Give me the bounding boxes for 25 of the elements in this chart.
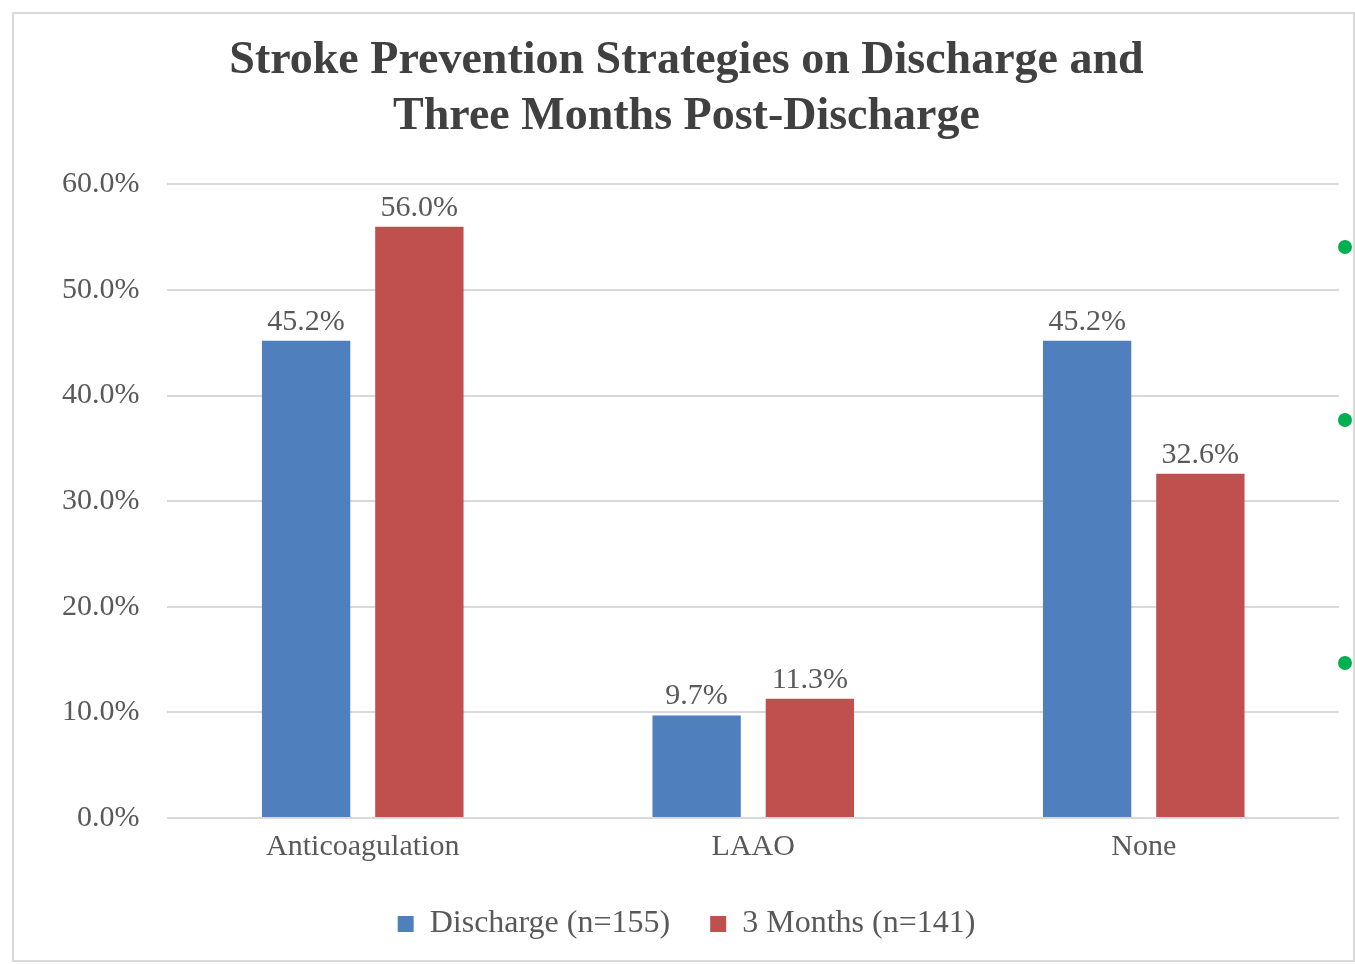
bar <box>1156 473 1245 817</box>
chart-title: Stroke Prevention Strategies on Discharge and Three Months Post-Discharge <box>229 32 1145 139</box>
bar <box>652 715 741 817</box>
y-tick-label: 50.0% <box>61 270 140 304</box>
legend-label: 3 Months (n=141) <box>742 903 976 940</box>
data-label: 45.2% <box>1048 302 1126 336</box>
legend-label: Discharge (n=155) <box>429 903 671 940</box>
y-tick-label: 0.0% <box>76 798 140 832</box>
data-label: 56.0% <box>380 188 459 222</box>
bar <box>375 226 464 817</box>
y-tick-label: 20.0% <box>61 587 140 621</box>
x-tick-label: Anticoagulation <box>266 827 460 861</box>
x-tick-label: None <box>1111 827 1177 861</box>
bar <box>765 698 855 817</box>
bar <box>1042 340 1132 817</box>
y-tick-label: 10.0% <box>61 693 140 727</box>
x-tick-label: LAAO <box>711 827 795 861</box>
data-label: 9.7% <box>665 677 728 711</box>
data-label: 11.3% <box>771 660 849 694</box>
data-label: 45.2% <box>267 302 345 336</box>
bar <box>261 340 351 817</box>
y-tick-label: 60.0% <box>61 165 140 199</box>
data-label: 32.6% <box>1161 435 1240 469</box>
y-tick-label: 40.0% <box>61 376 140 410</box>
y-tick-label: 30.0% <box>61 482 140 516</box>
